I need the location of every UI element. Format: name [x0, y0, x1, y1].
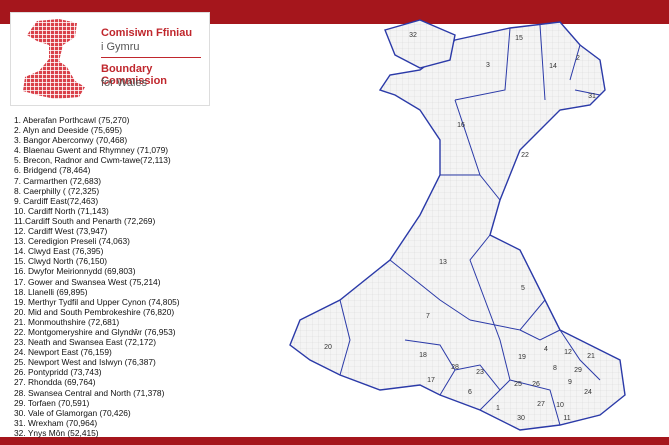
logo-icon: [23, 19, 85, 99]
constituency-item: 14. Clwyd East (76,395): [14, 246, 104, 257]
map-label: 20: [324, 344, 332, 351]
logo-text: Boundary Commission: [101, 63, 168, 87]
map-label: 7: [426, 313, 430, 320]
constituency-list: 1. Aberafan Porthcawl (75,270) 2. Alyn an…: [14, 115, 180, 438]
bottom-band: [0, 437, 669, 445]
map-labels: 32 15 3 14 2 31 16 22 13 5 7 20 18 17 28…: [324, 32, 596, 422]
wales-map: [289, 19, 626, 431]
constituency-item: 11.Cardiff South and Penarth (72,269): [14, 215, 156, 226]
logo-text: for Wales: [101, 77, 148, 89]
constituency-item: 18. Llanelli (69,895): [14, 286, 88, 297]
constituency-item: 23. Neath and Swansea East (72,172): [14, 337, 157, 348]
constituency-item: 22. Montgomeryshire and Glyndŵr (76,953): [14, 326, 176, 337]
map-label: 25: [514, 381, 522, 388]
map-label: 19: [518, 354, 526, 361]
constituency-item: 3. Bangor Aberconwy (70,468): [14, 135, 128, 146]
map-label: 16: [457, 122, 465, 129]
constituency-item: 31. Wrexham (70,964): [14, 417, 98, 428]
constituency-item: 28. Swansea Central and North (71,378): [14, 387, 165, 398]
constituency-item: 29. Torfaen (70,591): [14, 397, 90, 408]
constituency-item: 10. Cardiff North (71,143): [14, 205, 109, 216]
logo-text: i Gymru: [101, 41, 140, 53]
map-label: 4: [544, 346, 548, 353]
constituency-item: 12. Cardiff West (73,947): [14, 226, 108, 237]
constituency-item: 6. Bridgend (78,464): [14, 165, 91, 176]
constituency-item: 16. Dwyfor Meirionnydd (69,803): [14, 266, 136, 277]
map-label: 23: [476, 369, 484, 376]
constituency-item: 20. Mid and South Pembrokeshire (76,820): [14, 306, 175, 317]
map-label: 30: [517, 415, 525, 422]
constituency-item: 4. Blaenau Gwent and Rhymney (71,079): [14, 145, 169, 156]
constituency-item: 26. Pontypridd (73,743): [14, 367, 102, 378]
map-label: 22: [521, 152, 529, 159]
map-label: 5: [521, 285, 525, 292]
constituency-item: 27. Rhondda (69,764): [14, 377, 96, 388]
constituency-item: 32. Ynys Môn (52,415): [14, 427, 99, 438]
logo-rule: [101, 57, 201, 58]
map-label: 32: [409, 32, 417, 39]
map-label: 1: [496, 405, 500, 412]
map-label: 8: [553, 365, 557, 372]
boundaries: [339, 24, 601, 426]
constituency-item: 5. Brecon, Radnor and Cwm-tawe(72,113): [14, 155, 171, 166]
constituency-item: 24. Newport East (76,159): [14, 347, 112, 358]
constituency-item: 7. Carmarthen (72,683): [14, 175, 102, 186]
map-label: 18: [419, 352, 427, 359]
map-label: 31: [588, 93, 596, 100]
map-label: 6: [468, 389, 472, 396]
map-label: 15: [515, 35, 523, 42]
map-label: 26: [532, 381, 540, 388]
map-label: 13: [439, 259, 447, 266]
constituency-item: 8. Caerphilly ( (72,325): [14, 185, 100, 196]
constituency-item: 21. Monmouthshire (72,681): [14, 316, 120, 327]
map-label: 27: [537, 401, 545, 408]
constituency-item: 17. Gower and Swansea West (75,214): [14, 276, 161, 287]
constituency-item: 13. Ceredigion Preseli (74,063): [14, 236, 130, 247]
constituency-item: 9. Cardiff East(72,463): [14, 195, 99, 206]
constituency-item: 2. Alyn and Deeside (75,695): [14, 125, 123, 136]
map-label: 2: [576, 55, 580, 62]
map-label: 24: [584, 389, 592, 396]
map-label: 17: [427, 377, 435, 384]
constituency-item: 1. Aberafan Porthcawl (75,270): [14, 115, 130, 125]
map-label: 10: [556, 402, 564, 409]
constituency-item: 25. Newport West and Islwyn (76,387): [14, 357, 156, 368]
map-label: 11: [563, 415, 570, 422]
constituency-item: 30. Vale of Glamorgan (70,426): [14, 407, 131, 418]
map-label: 28: [451, 364, 459, 371]
constituency-item: 15. Clwyd North (76,150): [14, 256, 108, 267]
constituency-item: 19. Merthyr Tydfil and Upper Cynon (74,8…: [14, 296, 180, 307]
map-label: 9: [568, 379, 572, 386]
map-label: 29: [574, 367, 582, 374]
logo-text: Comisiwn Ffiniau: [101, 27, 193, 39]
map-label: 12: [564, 349, 572, 356]
map-label: 3: [486, 62, 490, 69]
map-label: 14: [549, 63, 557, 70]
map-label: 21: [587, 353, 595, 360]
logo: Comisiwn Ffiniau i Gymru Boundary Commis…: [10, 12, 210, 106]
